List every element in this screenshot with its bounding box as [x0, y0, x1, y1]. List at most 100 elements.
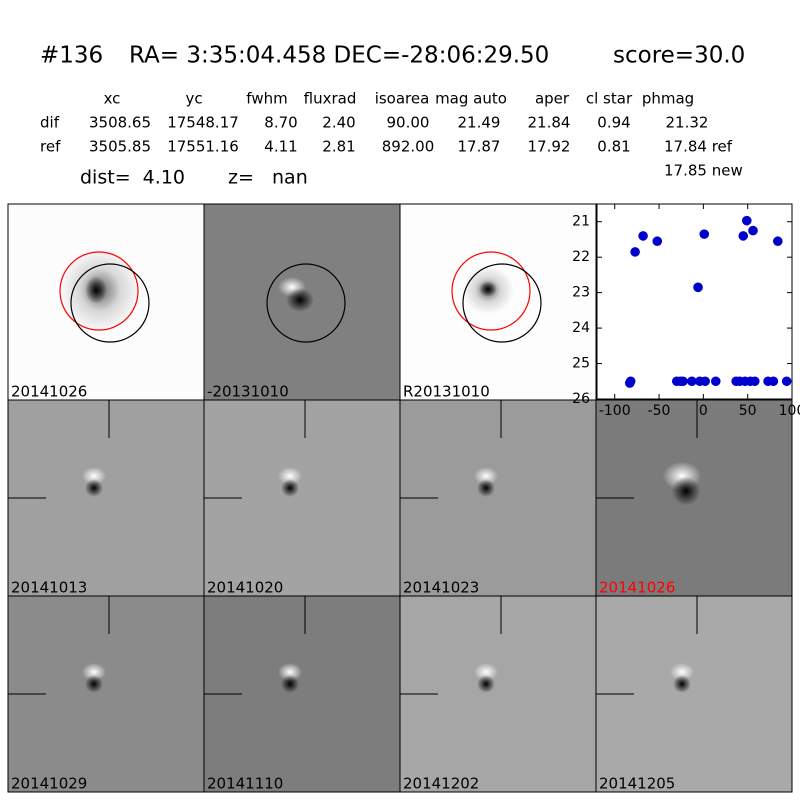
column-header: fluxrad — [304, 90, 357, 108]
data-point — [625, 376, 636, 387]
row-label: dif — [40, 114, 60, 132]
source-core — [479, 281, 497, 297]
table-cell: 90.00 — [387, 114, 430, 132]
table-cell: 21.32 — [666, 114, 709, 132]
y-tick-label: 26 — [572, 391, 590, 407]
table-cell: 17.87 — [458, 138, 501, 156]
x-tick-label: 100 — [779, 403, 800, 419]
table-cell: 0.81 — [597, 138, 630, 156]
panel-label: 20141020 — [207, 579, 283, 597]
column-header: isoarea — [375, 90, 430, 108]
data-point — [630, 247, 640, 257]
panel-label: 20141013 — [11, 579, 87, 597]
image-panel: 20141202 — [399, 595, 597, 793]
table-cell: 8.70 — [264, 114, 297, 132]
table-cell: 21.84 — [528, 114, 571, 132]
data-point — [652, 236, 663, 247]
table-cell: 3508.65 — [89, 114, 151, 132]
residual-pos — [474, 663, 498, 681]
plot-area — [596, 203, 793, 400]
column-header: fwhm — [246, 90, 287, 108]
phmag-new: 17.85 new — [664, 162, 743, 180]
source-core — [85, 276, 107, 304]
data-point — [749, 376, 760, 387]
aperture-red — [59, 251, 139, 331]
column-header: mag auto — [435, 90, 507, 108]
residual-neg — [286, 288, 314, 312]
panel-label: 20141026 — [599, 579, 675, 597]
image-panel: -20131010 — [203, 203, 401, 401]
y-tick-label: 25 — [572, 356, 590, 372]
y-tick-label: 22 — [572, 249, 590, 265]
residual-neg — [85, 479, 103, 497]
image-panel: 20141020 — [203, 399, 401, 597]
column-header: xc — [104, 90, 121, 108]
dist: dist= 4.10 — [80, 167, 185, 189]
aperture-black — [266, 263, 346, 343]
image-panel: 20141013 — [7, 399, 205, 597]
panel-label: 20141110 — [207, 775, 283, 793]
panel-label: 20141026 — [11, 383, 87, 401]
panel-label: R20131010 — [403, 383, 490, 401]
residual-neg — [477, 675, 495, 693]
table-cell: 17548.17 — [167, 114, 239, 132]
residual-pos — [82, 467, 106, 485]
table-cell: 2.40 — [322, 114, 355, 132]
table-cell: 2.81 — [322, 138, 355, 156]
data-point — [687, 376, 697, 387]
data-point — [768, 376, 779, 387]
table-cell: 17.92 — [528, 138, 571, 156]
image-panel: 20141029 — [7, 595, 205, 793]
data-point — [700, 376, 710, 387]
redshift: z= nan — [228, 167, 308, 189]
data-point — [748, 225, 758, 236]
residual-neg — [673, 675, 691, 693]
aperture-red — [451, 251, 531, 331]
column-header: cl star — [586, 90, 633, 108]
column-header: yc — [185, 90, 202, 108]
aperture-black — [70, 263, 150, 343]
column-header: phmag — [642, 90, 694, 108]
panel-label: -20131010 — [207, 383, 289, 401]
x-tick-label: 50 — [739, 403, 757, 419]
y-tick-label: 23 — [572, 285, 590, 301]
panel-label: 20141029 — [11, 775, 87, 793]
data-point — [678, 376, 688, 387]
table-cell: 21.49 — [458, 114, 501, 132]
panel-label: 20141023 — [403, 579, 479, 597]
panel-label: 20141205 — [599, 775, 675, 793]
residual-neg — [85, 675, 103, 693]
coordinates: RA= 3:35:04.458 DEC=-28:06:29.50 — [129, 43, 549, 69]
column-header: aper — [535, 90, 570, 108]
table-cell: 17.84 ref — [664, 138, 733, 156]
table-cell: 4.11 — [264, 138, 297, 156]
residual-neg — [671, 476, 701, 506]
residual-pos — [278, 467, 302, 485]
table-cell: 0.94 — [597, 114, 630, 132]
residual-pos — [278, 663, 302, 681]
object-id: #136 — [40, 43, 103, 69]
y-tick-label: 24 — [572, 320, 590, 336]
x-tick-label: -50 — [648, 403, 671, 419]
data-point — [699, 229, 710, 239]
residual-pos — [474, 467, 498, 485]
residual-pos — [82, 663, 106, 681]
data-point — [781, 376, 792, 387]
x-tick-label: 0 — [699, 403, 708, 419]
data-point — [638, 231, 648, 241]
aperture-black — [462, 263, 542, 343]
data-point — [773, 236, 783, 247]
image-panel: 20141110 — [203, 595, 401, 793]
table-cell: 3505.85 — [89, 138, 151, 156]
residual-neg — [477, 479, 495, 497]
image-panel: 20141205 — [595, 595, 793, 793]
table-cell: 17551.16 — [167, 138, 239, 156]
residual-neg — [281, 675, 299, 693]
x-tick-label: -100 — [599, 403, 631, 419]
residual-neg — [281, 479, 299, 497]
residual-pos — [670, 663, 694, 681]
table-cell: 892.00 — [382, 138, 435, 156]
data-point — [738, 231, 749, 241]
